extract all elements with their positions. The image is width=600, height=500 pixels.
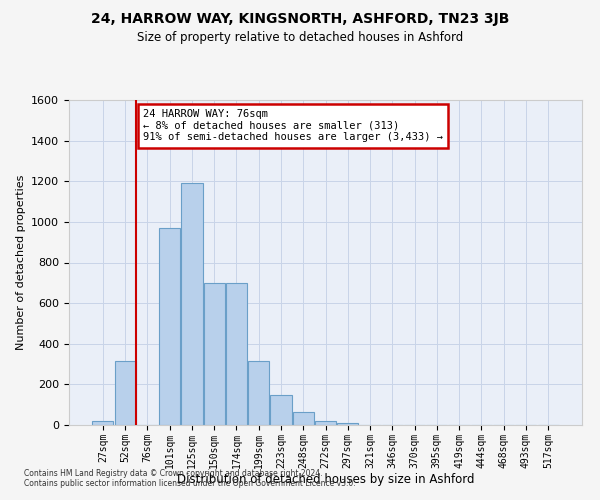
Bar <box>337 423 358 425</box>
Bar <box>271 394 292 425</box>
Bar <box>315 421 336 425</box>
Bar <box>92 421 113 425</box>
Text: 24, HARROW WAY, KINGSNORTH, ASHFORD, TN23 3JB: 24, HARROW WAY, KINGSNORTH, ASHFORD, TN2… <box>91 12 509 26</box>
Text: Size of property relative to detached houses in Ashford: Size of property relative to detached ho… <box>137 31 463 44</box>
Bar <box>181 184 203 425</box>
Bar <box>293 412 314 425</box>
Bar <box>203 283 225 425</box>
Bar <box>115 362 136 425</box>
Bar <box>226 283 247 425</box>
X-axis label: Distribution of detached houses by size in Ashford: Distribution of detached houses by size … <box>177 474 474 486</box>
Text: Contains public sector information licensed under the Open Government Licence v3: Contains public sector information licen… <box>24 478 356 488</box>
Y-axis label: Number of detached properties: Number of detached properties <box>16 175 26 350</box>
Bar <box>159 228 180 425</box>
Text: 24 HARROW WAY: 76sqm
← 8% of detached houses are smaller (313)
91% of semi-detac: 24 HARROW WAY: 76sqm ← 8% of detached ho… <box>143 109 443 142</box>
Bar <box>248 362 269 425</box>
Text: Contains HM Land Registry data © Crown copyright and database right 2024.: Contains HM Land Registry data © Crown c… <box>24 468 323 477</box>
